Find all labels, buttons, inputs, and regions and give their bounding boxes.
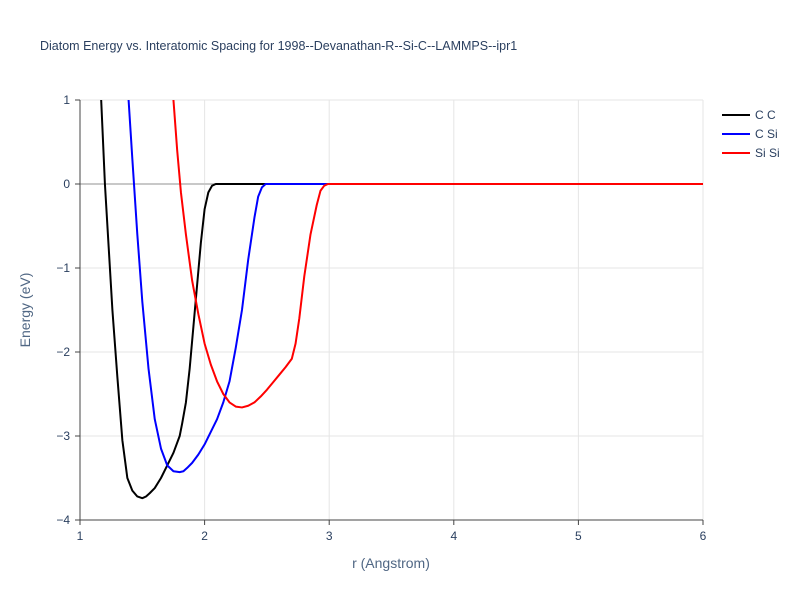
x-tick-label: 5 bbox=[575, 529, 582, 543]
x-tick-label: 4 bbox=[450, 529, 457, 543]
x-axis-title: r (Angstrom) bbox=[352, 555, 430, 571]
x-tick-label: 1 bbox=[77, 529, 84, 543]
x-tick-label: 3 bbox=[326, 529, 333, 543]
x-tick-label: 2 bbox=[201, 529, 208, 543]
y-tick-label: −4 bbox=[56, 513, 70, 527]
legend-item-c-si[interactable]: C Si bbox=[722, 127, 778, 141]
legend-label: C C bbox=[755, 108, 776, 122]
y-tick-label: −3 bbox=[56, 429, 70, 443]
y-tick-label: 0 bbox=[63, 177, 70, 191]
series-line-c-si bbox=[127, 100, 703, 474]
y-axis-title: Energy (eV) bbox=[17, 273, 33, 348]
x-tick-label: 6 bbox=[700, 529, 707, 543]
y-tick-label: 1 bbox=[63, 93, 70, 107]
legend[interactable]: C C C Si Si Si bbox=[722, 108, 780, 160]
legend-item-si-si[interactable]: Si Si bbox=[722, 146, 780, 160]
legend-label: C Si bbox=[755, 127, 778, 141]
legend-item-c-c[interactable]: C C bbox=[722, 108, 776, 122]
series-line-si-si bbox=[172, 100, 703, 409]
legend-label: Si Si bbox=[755, 146, 780, 160]
y-tick-label: −1 bbox=[56, 261, 70, 275]
series-line-c-c bbox=[100, 100, 703, 500]
plot-area bbox=[100, 100, 703, 500]
chart-title: Diatom Energy vs. Interatomic Spacing fo… bbox=[40, 39, 517, 53]
y-tick-label: −2 bbox=[56, 345, 70, 359]
axes: 1 2 3 4 5 6 1 0 −1 −2 −3 −4 bbox=[56, 93, 706, 543]
